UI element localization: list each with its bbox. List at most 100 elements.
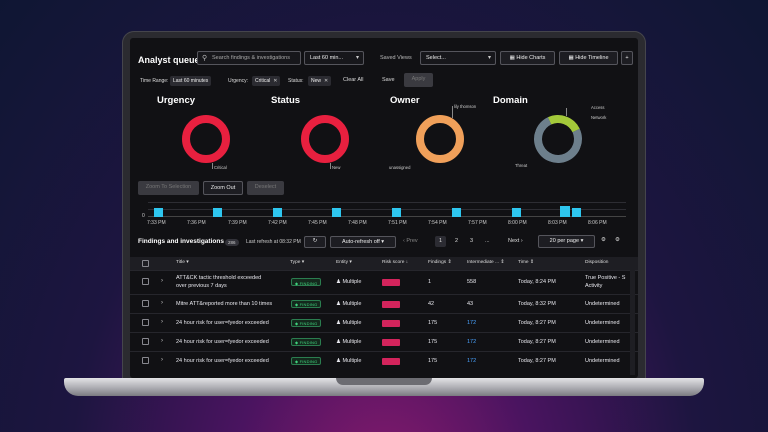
page-3-button[interactable]: 3 [470,238,474,244]
auto-refresh-select[interactable]: Auto-refresh off ▾ [330,236,396,248]
row-disposition[interactable]: Undetermined [585,300,630,308]
column-findings[interactable]: Findings ⇕ [428,260,452,265]
row-intermediate[interactable]: 172 [467,357,477,364]
timeline-bar[interactable] [392,208,401,217]
per-page-select[interactable]: 20 per page ▾ [538,235,595,248]
timeline-bar[interactable] [560,206,570,217]
timeline-bar[interactable] [452,208,461,217]
row-entity: ♟ Multiple [336,300,361,308]
row-title[interactable]: 24 hour risk for user=fyedor exceeded [176,357,286,365]
chevron-right-icon[interactable]: › [161,278,163,284]
timeline-bar[interactable] [154,208,163,217]
chevron-down-icon: ▾ [381,239,385,245]
timeline-bar[interactable] [213,208,222,217]
chevron-right-icon: › [520,238,523,244]
time-range-select[interactable]: Last 60 min... ▾ [304,51,364,65]
page-1-button[interactable]: 1 [435,236,446,247]
row-checkbox[interactable] [142,299,149,307]
owner-label-lily: lily thomson [454,104,477,109]
gear-icon[interactable]: ⚙ [615,237,620,243]
timeline-bar[interactable] [332,208,341,217]
chevron-down-icon: ▾ [580,238,584,244]
column-type[interactable]: Type ▾ [290,260,305,265]
diamond-icon: ◆ [295,321,299,326]
column-risk-label: Risk score [382,260,405,265]
row-checkbox[interactable] [142,356,149,364]
column-title[interactable]: Title ▾ [176,260,189,265]
timeline-bar[interactable] [572,208,581,217]
owner-donut[interactable] [416,115,464,163]
user-icon: ♟ [336,338,341,345]
next-page-button[interactable]: Next › [508,238,523,244]
row-disposition[interactable]: Undetermined [585,357,630,365]
row-checkbox[interactable] [142,278,149,285]
search-input[interactable]: ⚲ Search findings & investigations [197,51,301,65]
type-badge-label: FINDING [299,280,318,286]
table-row[interactable] [130,313,638,332]
row-title[interactable]: 24 hour risk for user=fyedor exceeded [176,319,286,327]
refresh-button[interactable]: ↻ [304,236,326,248]
row-title[interactable]: ATT&CK tactic threshold exceeded over pr… [176,274,286,290]
zoom-out-button[interactable]: Zoom Out [203,181,243,195]
prev-page-button[interactable]: ‹ Prev [403,238,418,244]
laptop-base [64,378,704,396]
row-disposition[interactable]: Undetermined [585,319,630,327]
timeline-icon: ▦ [568,55,574,61]
urgency-donut[interactable] [182,115,230,163]
domain-donut[interactable] [527,108,589,170]
risk-score-badge [382,300,400,308]
timeline-bar[interactable] [273,208,282,217]
status-chip[interactable]: New ✕ [308,76,332,86]
chevron-right-icon[interactable]: › [161,318,163,325]
column-time[interactable]: Time ⇕ [518,260,534,265]
status-chart-title: Status [271,95,301,106]
table-row[interactable] [130,351,638,370]
apply-button[interactable]: Apply [404,73,433,87]
table-scrollbar[interactable] [630,270,635,375]
urgency-chip[interactable]: Critical ✕ [252,76,281,86]
row-checkbox[interactable] [142,318,149,326]
time-range-chip[interactable]: Last 60 minutes [170,76,212,86]
row-title[interactable]: Mitre ATT&reported more than 10 times [176,300,286,308]
status-leader-line [330,163,331,169]
hide-charts-button[interactable]: ▦ Hide Charts [500,51,555,65]
deselect-button[interactable]: Deselect [247,181,284,195]
zoom-to-selection-button[interactable]: Zoom To Selection [138,181,199,195]
row-title[interactable]: 24 hour risk for user=fyedor exceeded [176,338,286,346]
save-link[interactable]: Save [382,77,395,83]
saved-views-select[interactable]: Select... ▾ [420,51,496,65]
column-risk-score[interactable]: Risk score ↓ [382,260,409,265]
row-entity-label: Multiple [342,300,362,307]
close-icon[interactable]: ✕ [324,78,329,84]
row-title-line: 24 hour risk for user=fyedor exceeded [176,319,269,326]
column-type-label: Type [290,260,301,265]
close-icon[interactable]: ✕ [273,78,278,84]
timeline-bar[interactable] [512,208,521,217]
row-intermediate[interactable]: 172 [467,338,477,345]
row-disposition-line: Undetermined [585,319,620,326]
filter-settings-icon[interactable]: ⚙ [601,237,606,243]
row-disposition[interactable]: True Positive - S Activity [585,274,630,290]
table-row[interactable] [130,332,638,351]
chevron-right-icon[interactable]: › [161,356,163,363]
select-all-checkbox[interactable] [142,260,149,267]
column-disposition[interactable]: Disposition [585,260,608,265]
row-intermediate[interactable]: 172 [467,319,477,326]
chevron-right-icon[interactable]: › [161,337,163,344]
column-intermediate[interactable]: Intermediate ... ⇕ [467,260,505,265]
table-row[interactable] [130,270,638,294]
table-row[interactable] [130,294,638,313]
clear-all-link[interactable]: Clear All [343,77,364,83]
page-2-button[interactable]: 2 [455,238,459,244]
row-findings: 42 [428,300,435,307]
row-checkbox[interactable] [142,337,149,345]
type-badge: ◆ FINDING [291,356,322,365]
timeline-x-tick: 7:42 PM [268,220,287,226]
status-donut[interactable] [301,115,349,163]
column-entity[interactable]: Entity ▾ [336,260,352,265]
add-button[interactable]: + [621,51,633,65]
status-label-new: New [332,165,341,170]
row-disposition[interactable]: Undetermined [585,338,630,346]
hide-timeline-button[interactable]: ▦ Hide Timeline [559,51,618,65]
chevron-right-icon[interactable]: › [161,299,163,306]
